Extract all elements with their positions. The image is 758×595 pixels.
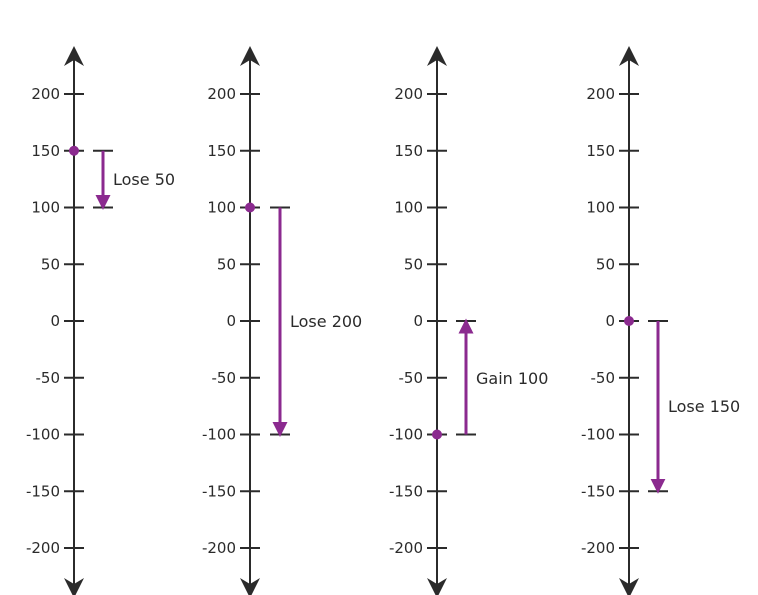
tick-label: 0 — [605, 312, 615, 330]
tick-label: 100 — [394, 199, 423, 217]
start-point — [245, 202, 255, 213]
tick-label: 150 — [394, 142, 423, 160]
change-label: Lose 200 — [290, 312, 362, 331]
tick-label: -100 — [26, 426, 60, 444]
tick-label: 0 — [50, 312, 60, 330]
tick-label: -50 — [212, 369, 237, 387]
tick-label: -200 — [581, 539, 615, 557]
number-lines: 200 150 100 50 0 -50 -100 -150 -200 Lose 50 200 150… — [26, 46, 740, 595]
tick-label: 150 — [586, 142, 615, 160]
tick-label: -50 — [591, 369, 616, 387]
tick-label: -200 — [202, 539, 236, 557]
tick-label: 50 — [217, 255, 236, 273]
number-line-4: 200 150 100 50 0 -50 -100 -150 -200 Lose 150 — [581, 46, 740, 595]
start-point — [432, 429, 442, 440]
tick-label: -150 — [581, 482, 615, 500]
number-line-2: 200 150 100 50 0 -50 -100 -150 -200 Lose 200 — [202, 46, 362, 595]
number-line-1: 200 150 100 50 0 -50 -100 -150 -200 Lose 50 — [26, 46, 175, 595]
tick-label: 200 — [31, 85, 60, 103]
tick-label: -150 — [26, 482, 60, 500]
number-line-3: 200 150 100 50 0 -50 -100 -150 -200 Gain 100 — [389, 46, 548, 595]
tick-label: -100 — [581, 426, 615, 444]
tick-label: 0 — [226, 312, 236, 330]
tick-label: 50 — [41, 255, 60, 273]
start-point — [69, 145, 79, 156]
start-point — [624, 316, 634, 326]
change-label: Lose 50 — [113, 170, 175, 189]
tick-label: 100 — [586, 199, 615, 217]
tick-label: 100 — [31, 199, 60, 217]
tick-label: -50 — [399, 369, 424, 387]
tick-label: -100 — [202, 426, 236, 444]
tick-label: 50 — [596, 255, 615, 273]
tick-label: 200 — [207, 85, 236, 103]
tick-label: -100 — [389, 426, 423, 444]
tick-label: 150 — [31, 142, 60, 160]
tick-label: -150 — [389, 482, 423, 500]
tick-label: 100 — [207, 199, 236, 217]
tick-label: 200 — [394, 85, 423, 103]
tick-label: -200 — [389, 539, 423, 557]
change-label: Gain 100 — [476, 369, 548, 388]
tick-label: -50 — [36, 369, 61, 387]
tick-label: 50 — [404, 255, 423, 273]
tick-label: 0 — [413, 312, 423, 330]
tick-label: -150 — [202, 482, 236, 500]
tick-label: 150 — [207, 142, 236, 160]
tick-label: -200 — [26, 539, 60, 557]
change-label: Lose 150 — [668, 397, 740, 416]
tick-label: 200 — [586, 85, 615, 103]
